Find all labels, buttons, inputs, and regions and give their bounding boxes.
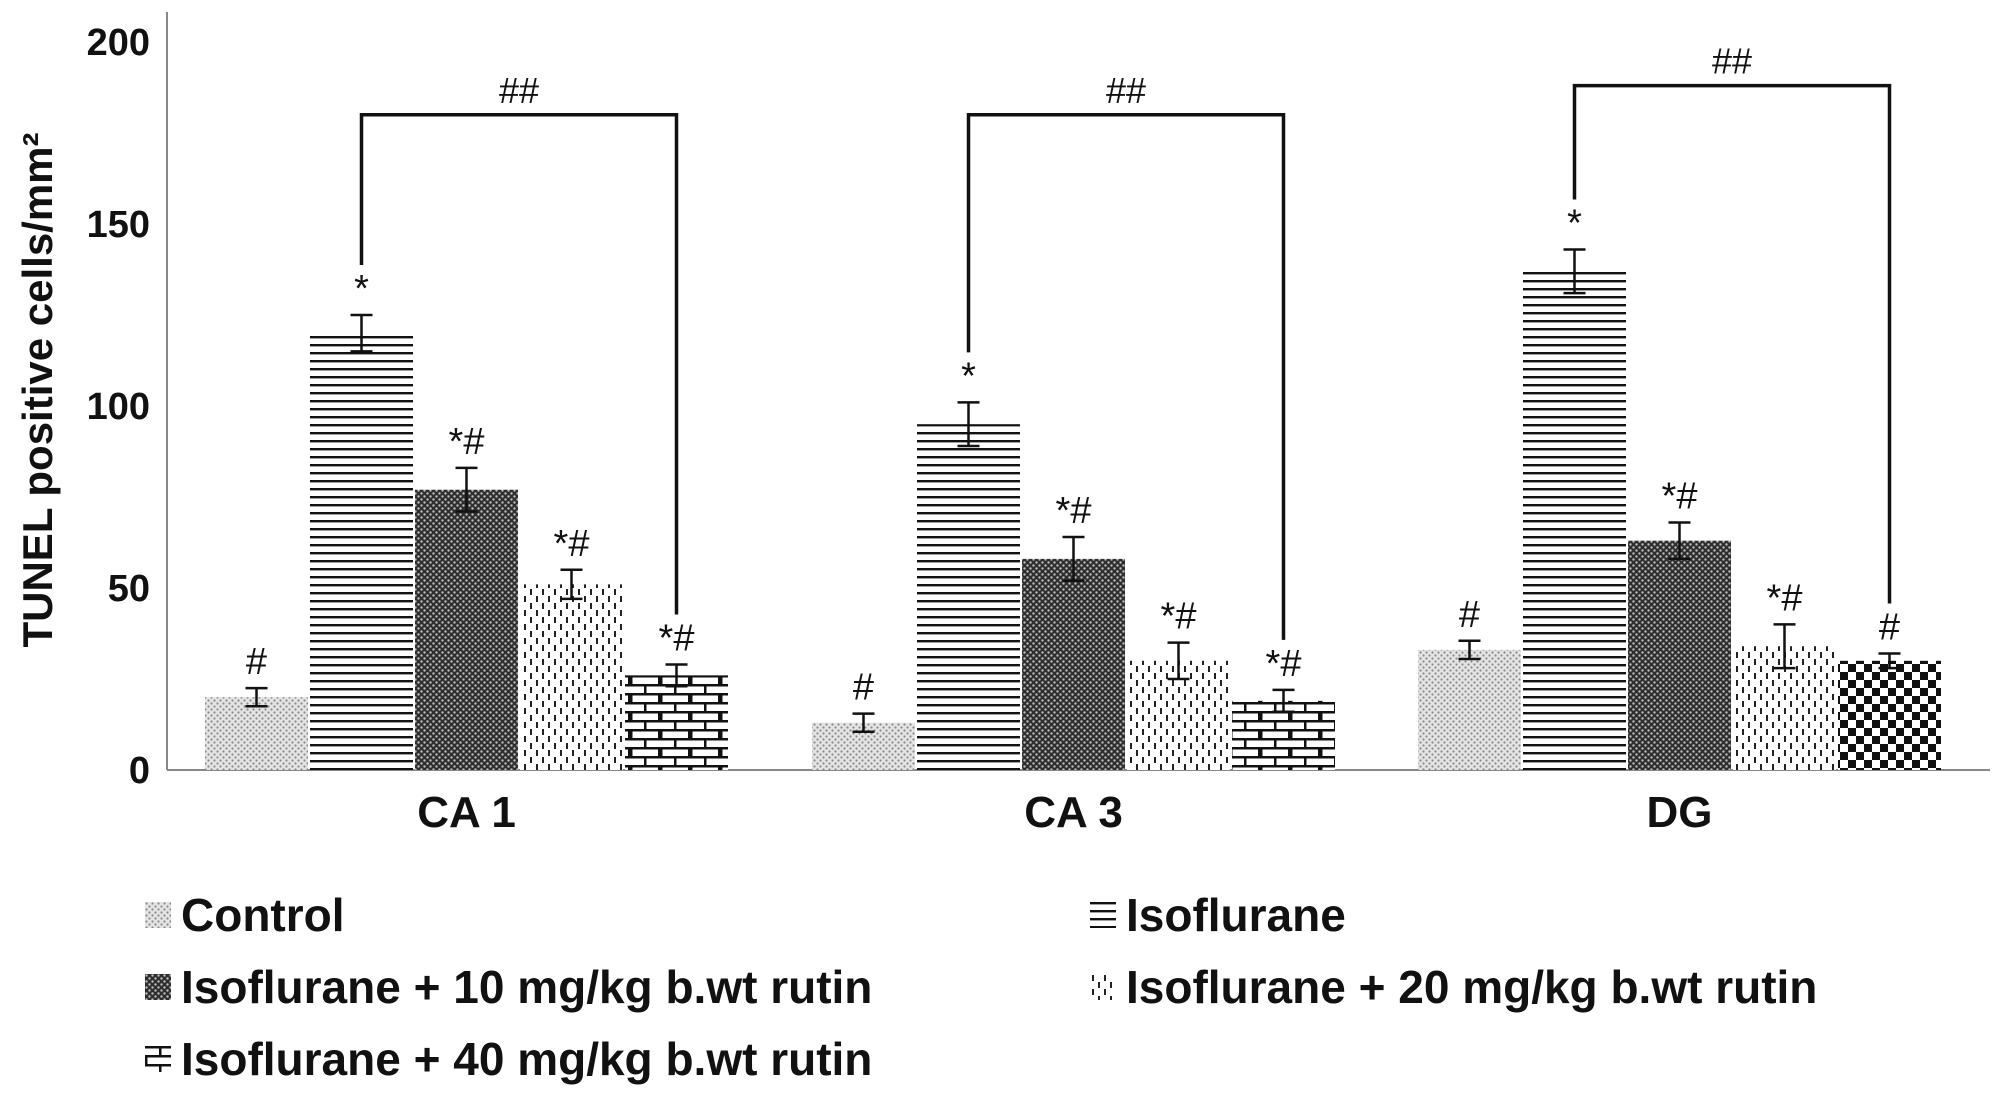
significance-marker: # [853, 667, 874, 709]
bar [625, 675, 728, 770]
x-tick-label: CA 1 [417, 788, 516, 837]
significance-marker: *# [1767, 577, 1803, 619]
significance-marker: *# [554, 523, 590, 565]
significance-marker: # [1879, 607, 1900, 649]
bar [1838, 660, 1941, 770]
significance-marker: *# [1662, 475, 1698, 517]
significance-marker: # [246, 641, 267, 683]
significance-marker: * [1567, 202, 1582, 244]
bar [520, 584, 623, 770]
bracket-label: ## [1712, 41, 1752, 82]
y-tick-label: 0 [129, 750, 150, 792]
y-tick-labels: 0 50 100 150 200 [87, 22, 150, 792]
y-tick-label: 150 [87, 204, 150, 246]
significance-bracket [1572, 83, 1892, 604]
bar [1418, 649, 1521, 770]
significance-brackets: ## ## ## [359, 41, 1892, 640]
significance-marker: *# [659, 617, 695, 659]
significance-marker: # [1459, 594, 1480, 636]
significance-marker: * [961, 355, 976, 397]
bars: # # # * * * *# *# *# *# *# *# *# *# # [205, 202, 1941, 770]
bracket-label: ## [1106, 70, 1146, 111]
x-tick-label: CA 3 [1024, 788, 1123, 837]
bar [917, 424, 1020, 770]
x-tick-label: DG [1647, 788, 1713, 837]
bar [1022, 558, 1125, 770]
bracket-label: ## [499, 70, 539, 111]
significance-bracket [359, 113, 679, 615]
bar [415, 489, 518, 770]
bar [205, 697, 308, 770]
significance-marker: *# [1266, 643, 1302, 685]
bar [1628, 540, 1731, 770]
significance-marker: *# [1056, 490, 1092, 532]
x-tick-labels: CA 1 CA 3 DG [417, 788, 1712, 837]
significance-marker: * [354, 268, 369, 310]
significance-marker: *# [449, 421, 485, 463]
bar [310, 333, 413, 770]
y-tick-label: 100 [87, 386, 150, 428]
significance-bracket [966, 113, 1286, 640]
bar [1523, 271, 1626, 770]
y-axis-label: TUNEL positive cells/mm² [14, 132, 61, 647]
y-tick-label: 200 [87, 22, 150, 64]
y-tick-label: 50 [108, 568, 150, 610]
significance-marker: *# [1161, 596, 1197, 638]
